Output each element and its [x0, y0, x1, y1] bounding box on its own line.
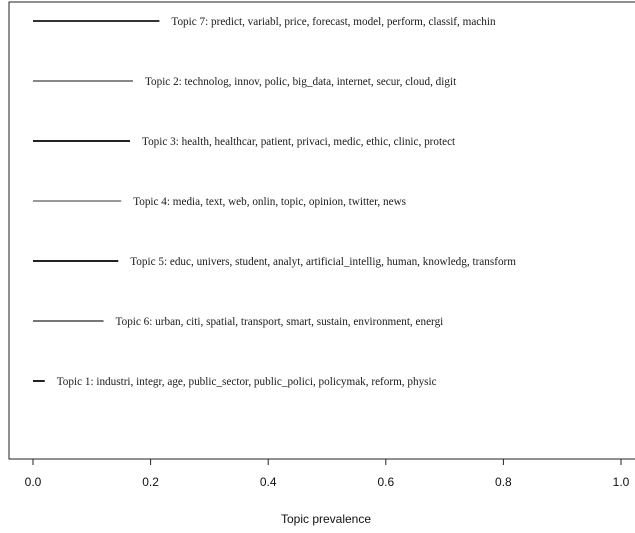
topic-label: Topic 3: health, healthcar, patient, pri… — [142, 136, 456, 148]
x-tick-label: 0.6 — [377, 475, 394, 489]
plot-frame — [8, 1, 635, 460]
bars-layer — [33, 20, 160, 382]
topic-label: Topic 4: media, text, web, onlin, topic,… — [133, 196, 406, 208]
topic-label: Topic 1: industri, integr, age, public_s… — [57, 376, 437, 388]
x-tick-label: 0.8 — [495, 475, 512, 489]
topic-label: Topic 6: urban, citi, spatial, transport… — [116, 316, 444, 328]
x-axis: 0.0 0.2 0.4 0.6 0.8 1.0 — [25, 458, 630, 489]
x-tick-label: 1.0 — [613, 475, 630, 489]
x-tick-label: 0.4 — [260, 475, 277, 489]
topic-label: Topic 5: educ, univers, student, analyt,… — [130, 256, 516, 268]
topic-label: Topic 2: technolog, innov, polic, big_da… — [145, 76, 457, 88]
labels-layer: Topic 7: predict, variabl, price, foreca… — [57, 16, 517, 388]
x-axis-title: Topic prevalence — [281, 512, 371, 526]
topic-label: Topic 7: predict, variabl, price, foreca… — [171, 16, 496, 28]
x-tick-label: 0.2 — [142, 475, 159, 489]
x-tick-label: 0.0 — [25, 475, 42, 489]
